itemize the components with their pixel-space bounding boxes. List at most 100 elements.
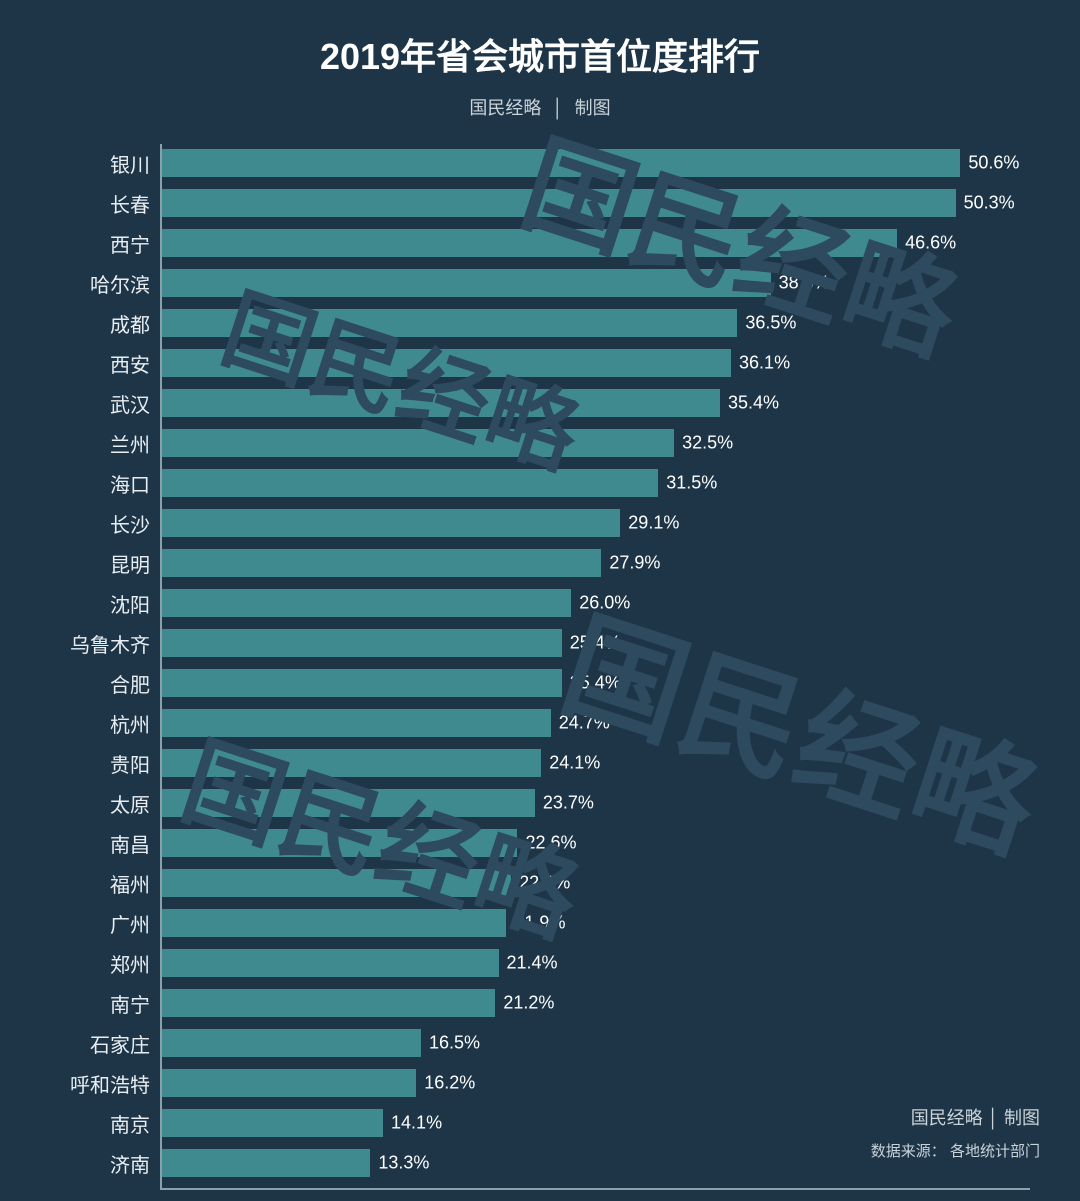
bar-wrap: 21.4% (160, 949, 1030, 977)
value-label: 29.1% (628, 513, 679, 534)
bar: 23.7% (160, 789, 535, 817)
value-label: 27.9% (609, 553, 660, 574)
bar-wrap: 35.4% (160, 389, 1030, 417)
bar-wrap: 27.9% (160, 549, 1030, 577)
chart-footer: 国民经略 │ 制图 数据来源： 各地统计部门 (871, 1104, 1040, 1161)
category-label: 昆明 (50, 549, 160, 578)
bar-row: 长沙29.1% (50, 504, 1030, 542)
bar-wrap: 16.2% (160, 1069, 1030, 1097)
source-value: 各地统计部门 (950, 1143, 1040, 1160)
bar-row: 哈尔滨38.6% (50, 264, 1030, 302)
bar: 50.3% (160, 189, 956, 217)
bar-row: 郑州21.4% (50, 944, 1030, 982)
bar-wrap: 50.3% (160, 189, 1030, 217)
bar: 22.2% (160, 869, 511, 897)
bar: 22.6% (160, 829, 517, 857)
category-label: 太原 (50, 789, 160, 818)
category-label: 石家庄 (50, 1029, 160, 1058)
category-label: 长春 (50, 189, 160, 218)
bar: 36.1% (160, 349, 731, 377)
bar-wrap: 50.6% (160, 149, 1030, 177)
category-label: 乌鲁木齐 (50, 629, 160, 658)
value-label: 31.5% (666, 473, 717, 494)
category-label: 济南 (50, 1149, 160, 1178)
category-label: 成都 (50, 309, 160, 338)
footer-credit-left: 国民经略 (911, 1108, 983, 1128)
bar-wrap: 46.6% (160, 229, 1030, 257)
value-label: 23.7% (543, 793, 594, 814)
bar-wrap: 29.1% (160, 509, 1030, 537)
bar-row: 乌鲁木齐25.4% (50, 624, 1030, 662)
source-label: 数据来源： (871, 1143, 946, 1160)
category-label: 福州 (50, 869, 160, 898)
bar-wrap: 21.2% (160, 989, 1030, 1017)
bar: 46.6% (160, 229, 897, 257)
bar-row: 石家庄16.5% (50, 1024, 1030, 1062)
category-label: 沈阳 (50, 589, 160, 618)
category-label: 合肥 (50, 669, 160, 698)
value-label: 22.6% (525, 833, 576, 854)
bar-row: 昆明27.9% (50, 544, 1030, 582)
bar: 21.2% (160, 989, 495, 1017)
bar-chart: 银川50.6%长春50.3%西宁46.6%哈尔滨38.6%成都36.5%西安36… (50, 144, 1030, 1182)
value-label: 16.2% (424, 1073, 475, 1094)
bar-wrap: 31.5% (160, 469, 1030, 497)
bar-row: 银川50.6% (50, 144, 1030, 182)
bar-wrap: 36.5% (160, 309, 1030, 337)
bar-row: 福州22.2% (50, 864, 1030, 902)
bar-row: 兰州32.5% (50, 424, 1030, 462)
bar-row: 成都36.5% (50, 304, 1030, 342)
chart-subtitle: 国民经略 │ 制图 (0, 94, 1080, 120)
value-label: 35.4% (728, 393, 779, 414)
value-label: 36.1% (739, 353, 790, 374)
value-label: 21.4% (507, 953, 558, 974)
bar: 50.6% (160, 149, 960, 177)
footer-separator: │ (988, 1108, 999, 1128)
value-label: 16.5% (429, 1033, 480, 1054)
bar-wrap: 32.5% (160, 429, 1030, 457)
bar: 29.1% (160, 509, 620, 537)
bar-wrap: 25.4% (160, 629, 1030, 657)
category-label: 兰州 (50, 429, 160, 458)
category-label: 武汉 (50, 389, 160, 418)
value-label: 21.9% (514, 913, 565, 934)
bar-wrap: 26.0% (160, 589, 1030, 617)
bar: 25.4% (160, 669, 562, 697)
bar-wrap: 36.1% (160, 349, 1030, 377)
footer-source: 数据来源： 各地统计部门 (871, 1140, 1040, 1161)
bar: 38.6% (160, 269, 771, 297)
bar-row: 长春50.3% (50, 184, 1030, 222)
bar-wrap: 16.5% (160, 1029, 1030, 1057)
category-label: 长沙 (50, 509, 160, 538)
value-label: 50.3% (964, 193, 1015, 214)
bar-row: 武汉 35.4% (50, 384, 1030, 422)
bar-row: 杭州 24.7% (50, 704, 1030, 742)
value-label: 21.2% (503, 993, 554, 1014)
footer-credit: 国民经略 │ 制图 (871, 1104, 1040, 1130)
value-label: 38.6% (779, 273, 830, 294)
bar-wrap: 38.6% (160, 269, 1030, 297)
bar-row: 南宁21.2% (50, 984, 1030, 1022)
bar: 27.9% (160, 549, 601, 577)
bar: 26.0% (160, 589, 571, 617)
bar-wrap: 22.2% (160, 869, 1030, 897)
bar: 31.5% (160, 469, 658, 497)
bar: 16.5% (160, 1029, 421, 1057)
value-label: 24.7% (559, 713, 610, 734)
bar-row: 南昌22.6% (50, 824, 1030, 862)
value-label: 26.0% (579, 593, 630, 614)
category-label: 南昌 (50, 829, 160, 858)
category-label: 银川 (50, 149, 160, 178)
bar-row: 合肥25.4% (50, 664, 1030, 702)
subtitle-left: 国民经略 (469, 98, 541, 118)
value-label: 25.4% (570, 673, 621, 694)
bar-wrap: 25.4% (160, 669, 1030, 697)
bar-wrap: 21.9% (160, 909, 1030, 937)
category-label: 呼和浩特 (50, 1069, 160, 1098)
bar-row: 沈阳26.0% (50, 584, 1030, 622)
bar-wrap: 24.7% (160, 709, 1030, 737)
category-label: 杭州 (50, 709, 160, 738)
bar-row: 西宁46.6% (50, 224, 1030, 262)
category-label: 海口 (50, 469, 160, 498)
bar: 36.5% (160, 309, 737, 337)
